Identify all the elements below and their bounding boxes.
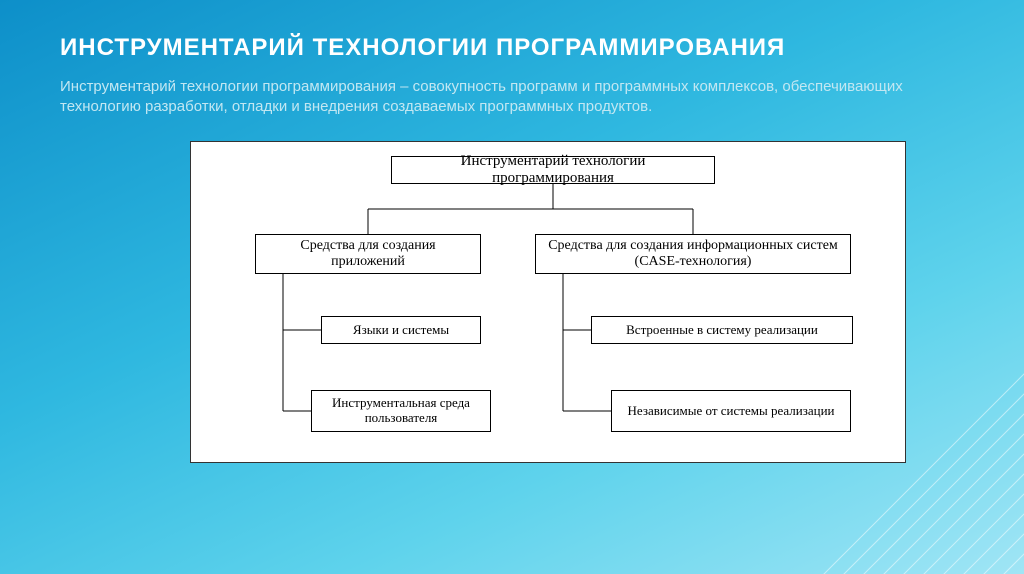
diagram-node-r2: Независимые от системы реализации [611, 390, 851, 432]
slide-subtitle: Инструментарий технологии программирован… [60, 77, 940, 118]
diagram-node-r1: Встроенные в систему реализации [591, 316, 853, 344]
slide: ИНСТРУМЕНТАРИЙ ТЕХНОЛОГИИ ПРОГРАММИРОВАН… [0, 0, 1024, 463]
diagram-node-root: Инструментарий технологии программирован… [391, 156, 715, 184]
diagram-node-l1: Языки и системы [321, 316, 481, 344]
diagram: Инструментарий технологии программирован… [190, 141, 906, 463]
diagram-node-left: Средства для создания приложений [255, 234, 481, 274]
slide-title: ИНСТРУМЕНТАРИЙ ТЕХНОЛОГИИ ПРОГРАММИРОВАН… [60, 34, 974, 63]
diagram-node-l2: Инструментальная среда пользователя [311, 390, 491, 432]
diagram-node-right: Средства для создания информационных сис… [535, 234, 851, 274]
